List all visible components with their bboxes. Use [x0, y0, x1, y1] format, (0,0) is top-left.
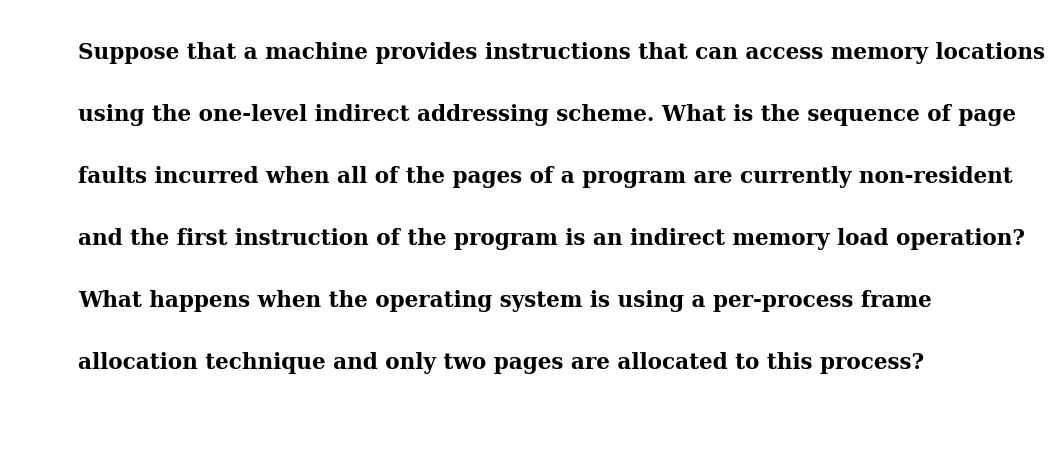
Text: Suppose that a machine provides instructions that can access memory locations: Suppose that a machine provides instruct… [78, 42, 1045, 64]
Text: What happens when the operating system is using a per-process frame: What happens when the operating system i… [78, 290, 932, 312]
Text: allocation technique and only two pages are allocated to this process?: allocation technique and only two pages … [78, 352, 924, 374]
Text: and the first instruction of the program is an indirect memory load operation?: and the first instruction of the program… [78, 228, 1025, 250]
Text: faults incurred when all of the pages of a program are currently non-resident: faults incurred when all of the pages of… [78, 166, 1013, 188]
Text: using the one-level indirect addressing scheme. What is the sequence of page: using the one-level indirect addressing … [78, 104, 1016, 126]
